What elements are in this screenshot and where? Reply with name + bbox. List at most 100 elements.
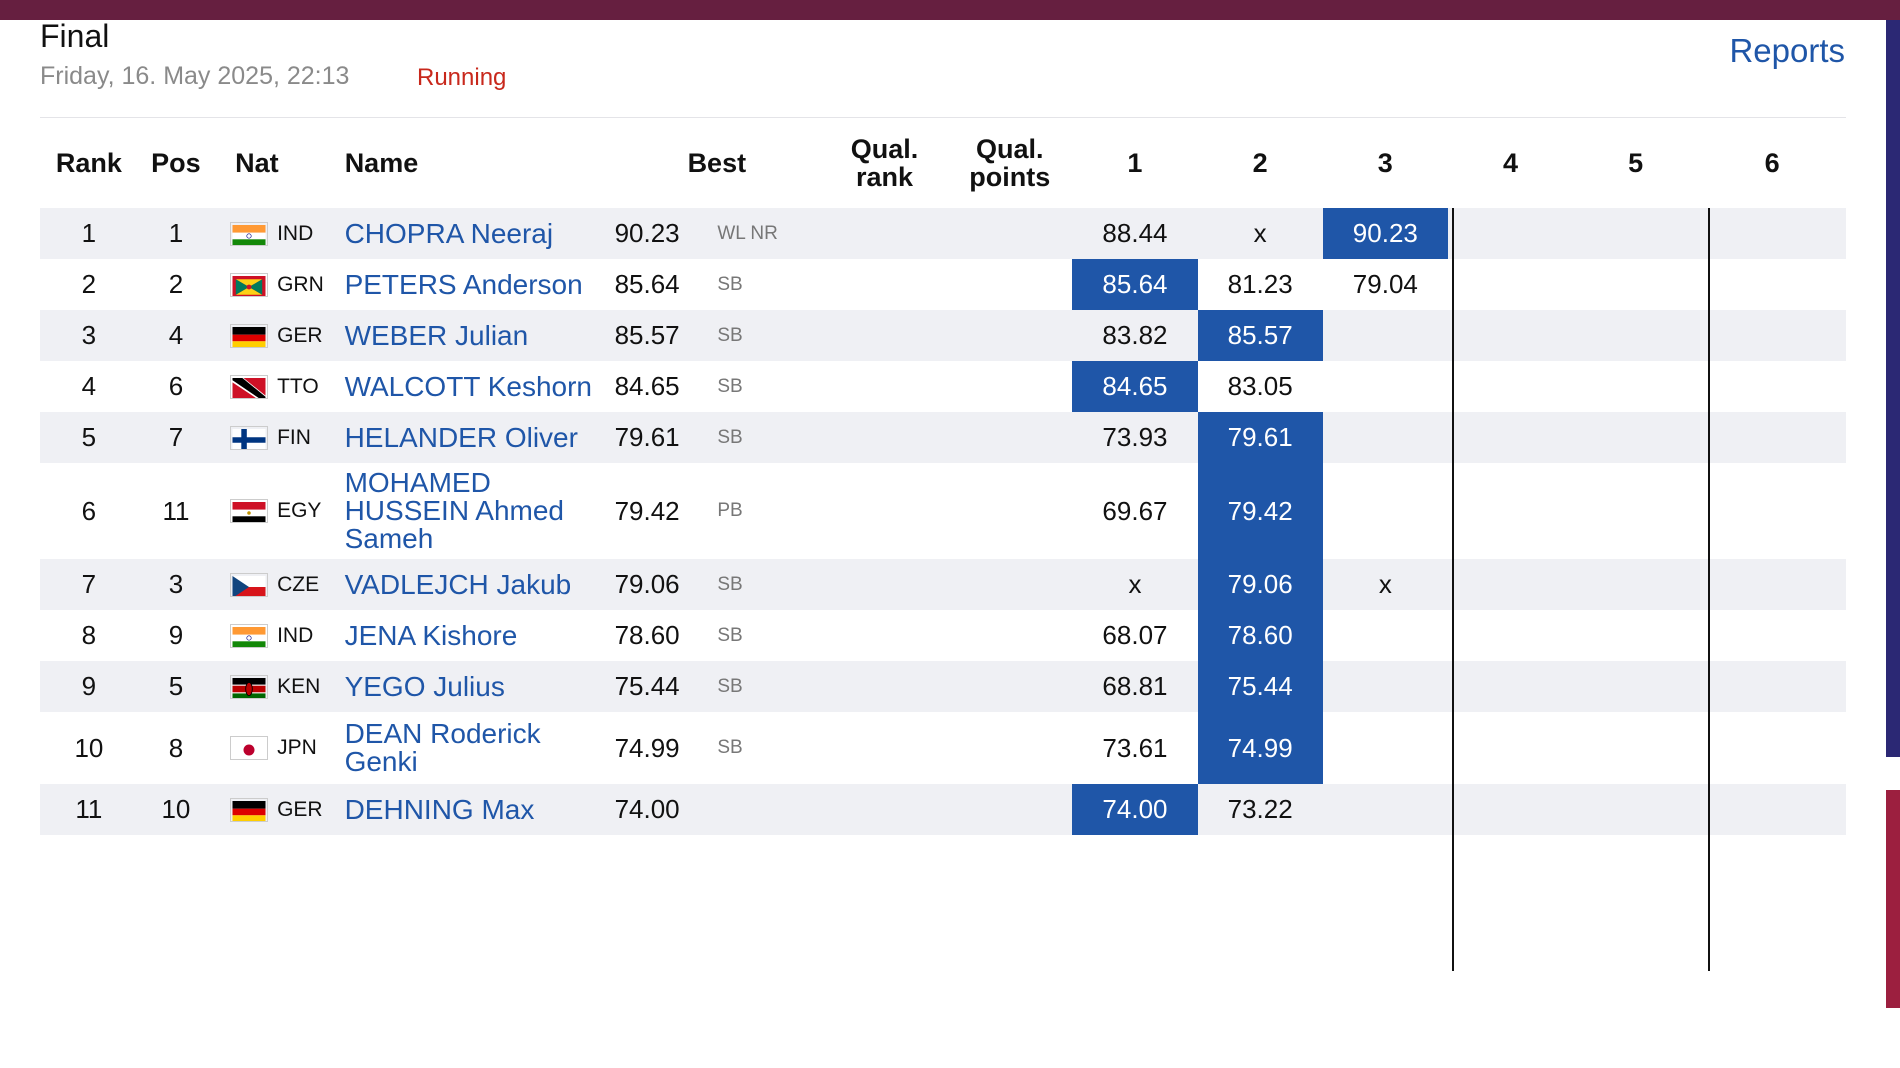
attempt-2-cell: 79.42	[1197, 463, 1323, 559]
qual-rank-cell	[822, 259, 947, 310]
athlete-name-link[interactable]: VADLEJCH Jakub	[344, 568, 572, 600]
name-cell: DEAN Roderick Genki	[342, 712, 612, 784]
athlete-name-link[interactable]: DEAN Roderick Genki	[344, 718, 541, 777]
name-cell: WALCOTT Keshorn	[342, 361, 612, 412]
table-row: 9 5 KEN YEGO Julius 75.44 SB 68.81 75.44	[40, 661, 1846, 712]
nat-cell: IND	[214, 610, 342, 661]
athlete-name-link[interactable]: CHOPRA Neeraj	[344, 217, 554, 249]
col-header-attempt-2[interactable]: 2	[1252, 147, 1268, 178]
pos-cell: 2	[168, 269, 184, 299]
attempt-5-cell	[1573, 784, 1698, 835]
col-header-rank[interactable]: Rank	[55, 147, 122, 178]
name-cell: PETERS Anderson	[342, 259, 612, 310]
attempt-1-cell: 68.81	[1102, 671, 1168, 701]
table-header-row: Rank Pos Nat Name Best Qual. rank Qual. po…	[40, 118, 1846, 208]
athlete-name-link[interactable]: PETERS Anderson	[344, 268, 583, 300]
col-header-attempt-1[interactable]: 1	[1127, 147, 1143, 178]
col-header-pos[interactable]: Pos	[151, 147, 201, 178]
attempt-5-cell	[1573, 208, 1698, 259]
attempt-5-cell	[1573, 259, 1698, 310]
col-header-qual-rank[interactable]: Qual. rank	[822, 118, 947, 208]
col-header-nat-label: Nat	[235, 147, 279, 178]
best-cell: 78.60	[614, 620, 680, 650]
attempt-3-cell	[1323, 310, 1448, 361]
table-top-divider	[40, 117, 1846, 118]
best-cell: 79.61	[614, 422, 680, 452]
best-cell: 84.65	[614, 371, 680, 401]
best-cell: 79.06	[614, 569, 680, 599]
table-row: 1 1 IND CHOPRA Neeraj 90.23 WL NR 88.44 x 90.23	[40, 208, 1846, 259]
qual-rank-cell	[822, 412, 947, 463]
table-row: 11 10 GER DEHNING Max 74.00 74.00 73.22	[40, 784, 1846, 835]
col-header-name[interactable]: Name	[344, 147, 419, 178]
best-cell: 79.42	[614, 495, 680, 526]
pos-cell: 10	[161, 794, 191, 824]
best-cell: 90.23	[614, 218, 680, 248]
flag-kenya-icon	[230, 674, 269, 699]
attempt-6-cell	[1698, 259, 1846, 310]
attempt-3-cell	[1323, 784, 1448, 835]
name-cell: CHOPRA Neeraj	[342, 208, 612, 259]
col-header-best[interactable]: Best	[687, 147, 747, 178]
nat-code: GER	[277, 797, 323, 821]
attempt-5-cell	[1573, 463, 1698, 559]
athlete-name-link[interactable]: MOHAMED HUSSEIN Ahmed Sameh	[344, 467, 564, 554]
record-badge: SB	[717, 573, 743, 595]
col-header-attempt-4[interactable]: 4	[1502, 147, 1519, 178]
flag-grenada-icon	[230, 272, 269, 297]
pos-cell: 3	[168, 569, 184, 599]
brand-top-bar	[0, 0, 1900, 20]
attempt-4-cell	[1448, 784, 1573, 835]
record-badge: SB	[717, 675, 743, 697]
attempt-1-cell: 88.44	[1102, 218, 1168, 248]
attempt-4-cell	[1448, 463, 1573, 559]
athlete-name-link[interactable]: WALCOTT Keshorn	[344, 370, 592, 402]
attempt-5-cell	[1573, 361, 1698, 412]
qual-points-cell	[947, 784, 1072, 835]
reports-link[interactable]: Reports	[1729, 32, 1845, 69]
attempt-4-cell	[1448, 712, 1573, 784]
best-cell: 74.99	[614, 732, 680, 763]
table-row: 4 6 TTO WALCOTT Keshorn 84.65 SB 84.65 83.05	[40, 361, 1846, 412]
nat-cell: GER	[214, 310, 342, 361]
pos-cell: 4	[168, 320, 184, 350]
col-header-attempt-6[interactable]: 6	[1764, 147, 1780, 178]
qual-rank-cell	[822, 208, 947, 259]
qual-points-cell	[947, 259, 1072, 310]
table-row: 6 11 EGY MOHAMED HUSSEIN Ahmed Sameh 79.42 PB…	[40, 463, 1846, 559]
qual-rank-line1: Qual.	[850, 134, 919, 164]
attempt-2-cell: x	[1253, 218, 1267, 248]
athlete-name-link[interactable]: JENA Kishore	[344, 619, 518, 651]
col-header-attempt-5[interactable]: 5	[1628, 147, 1644, 178]
col-header-attempt-3[interactable]: 3	[1377, 147, 1393, 178]
attempt-2-cell: 83.05	[1227, 371, 1293, 401]
athlete-name-link[interactable]: YEGO Julius	[344, 670, 505, 702]
table-row: 8 9 IND JENA Kishore 78.60 SB 68.07 78.60	[40, 610, 1846, 661]
flag-finland-icon	[230, 425, 269, 450]
athlete-name-link[interactable]: WEBER Julian	[344, 319, 529, 351]
attempt-2-cell: 75.44	[1197, 661, 1323, 712]
athlete-name-link[interactable]: DEHNING Max	[344, 793, 535, 825]
nat-code: EGY	[277, 499, 322, 522]
name-cell: VADLEJCH Jakub	[342, 559, 612, 610]
col-header-nat[interactable]: Nat	[214, 118, 342, 208]
nat-code: GRN	[277, 272, 324, 296]
qual-points-line2: points	[969, 162, 1051, 192]
qual-rank-cell	[822, 610, 947, 661]
athlete-name-link[interactable]: HELANDER Oliver	[344, 421, 578, 453]
attempt-4-cell	[1448, 412, 1573, 463]
qual-rank-cell	[822, 559, 947, 610]
rank-cell: 8	[81, 620, 97, 650]
col-header-qual-points[interactable]: Qual. points	[947, 118, 1072, 208]
nat-code: GER	[277, 323, 323, 347]
rank-cell: 10	[74, 732, 104, 763]
record-badge: SB	[717, 426, 743, 448]
nat-code: KEN	[277, 674, 321, 698]
rank-cell: 2	[81, 269, 97, 299]
nat-cell: JPN	[214, 712, 342, 784]
attempt-2-cell: 81.23	[1227, 269, 1293, 299]
pos-cell: 1	[168, 218, 184, 248]
flag-germany-icon	[230, 323, 269, 348]
flag-trinidad-icon	[230, 374, 269, 399]
attempt-3-cell	[1323, 610, 1448, 661]
